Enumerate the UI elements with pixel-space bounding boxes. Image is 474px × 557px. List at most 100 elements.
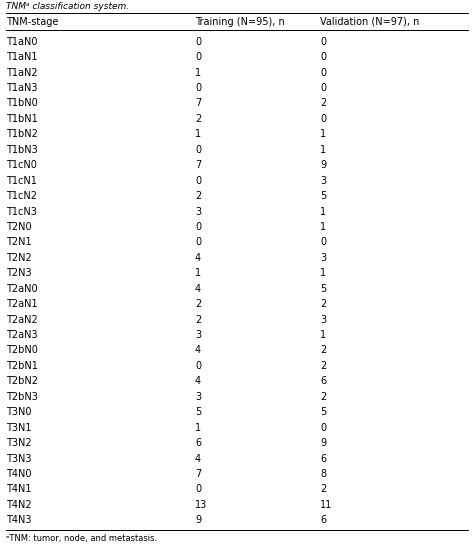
Text: 0: 0 (320, 114, 326, 124)
Text: 0: 0 (320, 83, 326, 93)
Text: T1aN2: T1aN2 (6, 67, 37, 77)
Text: T2N2: T2N2 (6, 253, 32, 263)
Text: 1: 1 (320, 222, 326, 232)
Text: T1bN0: T1bN0 (6, 99, 38, 109)
Text: T2bN0: T2bN0 (6, 345, 38, 355)
Text: 0: 0 (320, 67, 326, 77)
Text: 0: 0 (195, 37, 201, 47)
Text: 2: 2 (195, 191, 201, 201)
Text: 9: 9 (195, 515, 201, 525)
Text: T1bN1: T1bN1 (6, 114, 38, 124)
Text: Validation (N=97), n: Validation (N=97), n (320, 17, 419, 27)
Text: 7: 7 (195, 469, 201, 479)
Text: 2: 2 (320, 99, 326, 109)
Text: 7: 7 (195, 99, 201, 109)
Text: 0: 0 (320, 423, 326, 433)
Text: 6: 6 (320, 515, 326, 525)
Text: T4N1: T4N1 (6, 485, 31, 495)
Text: T2aN0: T2aN0 (6, 284, 37, 294)
Text: 3: 3 (195, 207, 201, 217)
Text: T1aN3: T1aN3 (6, 83, 37, 93)
Text: 4: 4 (195, 453, 201, 463)
Text: T2N3: T2N3 (6, 268, 32, 278)
Text: 1: 1 (320, 330, 326, 340)
Text: T2bN2: T2bN2 (6, 377, 38, 387)
Text: 3: 3 (195, 392, 201, 402)
Text: 5: 5 (320, 284, 326, 294)
Text: 2: 2 (320, 299, 326, 309)
Text: T4N3: T4N3 (6, 515, 31, 525)
Text: T2bN1: T2bN1 (6, 361, 38, 371)
Text: 0: 0 (195, 52, 201, 62)
Text: 0: 0 (195, 361, 201, 371)
Text: TNM-stage: TNM-stage (6, 17, 58, 27)
Text: 1: 1 (195, 268, 201, 278)
Text: 3: 3 (320, 253, 326, 263)
Text: 0: 0 (195, 485, 201, 495)
Text: T2N1: T2N1 (6, 237, 32, 247)
Text: 13: 13 (195, 500, 207, 510)
Text: T4N0: T4N0 (6, 469, 31, 479)
Text: T2aN1: T2aN1 (6, 299, 37, 309)
Text: T1aN0: T1aN0 (6, 37, 37, 47)
Text: 4: 4 (195, 253, 201, 263)
Text: T1aN1: T1aN1 (6, 52, 37, 62)
Text: 0: 0 (320, 52, 326, 62)
Text: 5: 5 (320, 407, 326, 417)
Text: 0: 0 (320, 37, 326, 47)
Text: 3: 3 (320, 175, 326, 185)
Text: T1cN1: T1cN1 (6, 175, 37, 185)
Text: 2: 2 (195, 299, 201, 309)
Text: 5: 5 (195, 407, 201, 417)
Text: 2: 2 (195, 315, 201, 325)
Text: T1bN3: T1bN3 (6, 145, 38, 155)
Text: 9: 9 (320, 438, 326, 448)
Text: 2: 2 (320, 345, 326, 355)
Text: 5: 5 (320, 191, 326, 201)
Text: 2: 2 (320, 361, 326, 371)
Text: 6: 6 (320, 377, 326, 387)
Text: 1: 1 (195, 129, 201, 139)
Text: 0: 0 (195, 237, 201, 247)
Text: T4N2: T4N2 (6, 500, 32, 510)
Text: T1cN3: T1cN3 (6, 207, 37, 217)
Text: Training (N=95), n: Training (N=95), n (195, 17, 285, 27)
Text: T2bN3: T2bN3 (6, 392, 38, 402)
Text: 2: 2 (320, 485, 326, 495)
Text: T1bN2: T1bN2 (6, 129, 38, 139)
Text: 7: 7 (195, 160, 201, 170)
Text: 1: 1 (195, 67, 201, 77)
Text: 3: 3 (195, 330, 201, 340)
Text: 1: 1 (320, 129, 326, 139)
Text: 0: 0 (320, 237, 326, 247)
Text: T2N0: T2N0 (6, 222, 32, 232)
Text: ᵃTNM: tumor, node, and metastasis.: ᵃTNM: tumor, node, and metastasis. (6, 534, 157, 543)
Text: 4: 4 (195, 345, 201, 355)
Text: 6: 6 (320, 453, 326, 463)
Text: T3N2: T3N2 (6, 438, 32, 448)
Text: 9: 9 (320, 160, 326, 170)
Text: T1cN2: T1cN2 (6, 191, 37, 201)
Text: 3: 3 (320, 315, 326, 325)
Text: 11: 11 (320, 500, 332, 510)
Text: T1cN0: T1cN0 (6, 160, 37, 170)
Text: 2: 2 (195, 114, 201, 124)
Text: 0: 0 (195, 222, 201, 232)
Text: 6: 6 (195, 438, 201, 448)
Text: TNMᵃ classification system.: TNMᵃ classification system. (6, 2, 129, 11)
Text: T3N3: T3N3 (6, 453, 31, 463)
Text: T2aN3: T2aN3 (6, 330, 37, 340)
Text: 1: 1 (320, 145, 326, 155)
Text: 4: 4 (195, 284, 201, 294)
Text: 0: 0 (195, 83, 201, 93)
Text: 8: 8 (320, 469, 326, 479)
Text: 2: 2 (320, 392, 326, 402)
Text: 1: 1 (195, 423, 201, 433)
Text: 0: 0 (195, 175, 201, 185)
Text: T3N0: T3N0 (6, 407, 31, 417)
Text: T2aN2: T2aN2 (6, 315, 38, 325)
Text: 0: 0 (195, 145, 201, 155)
Text: 1: 1 (320, 207, 326, 217)
Text: T3N1: T3N1 (6, 423, 31, 433)
Text: 1: 1 (320, 268, 326, 278)
